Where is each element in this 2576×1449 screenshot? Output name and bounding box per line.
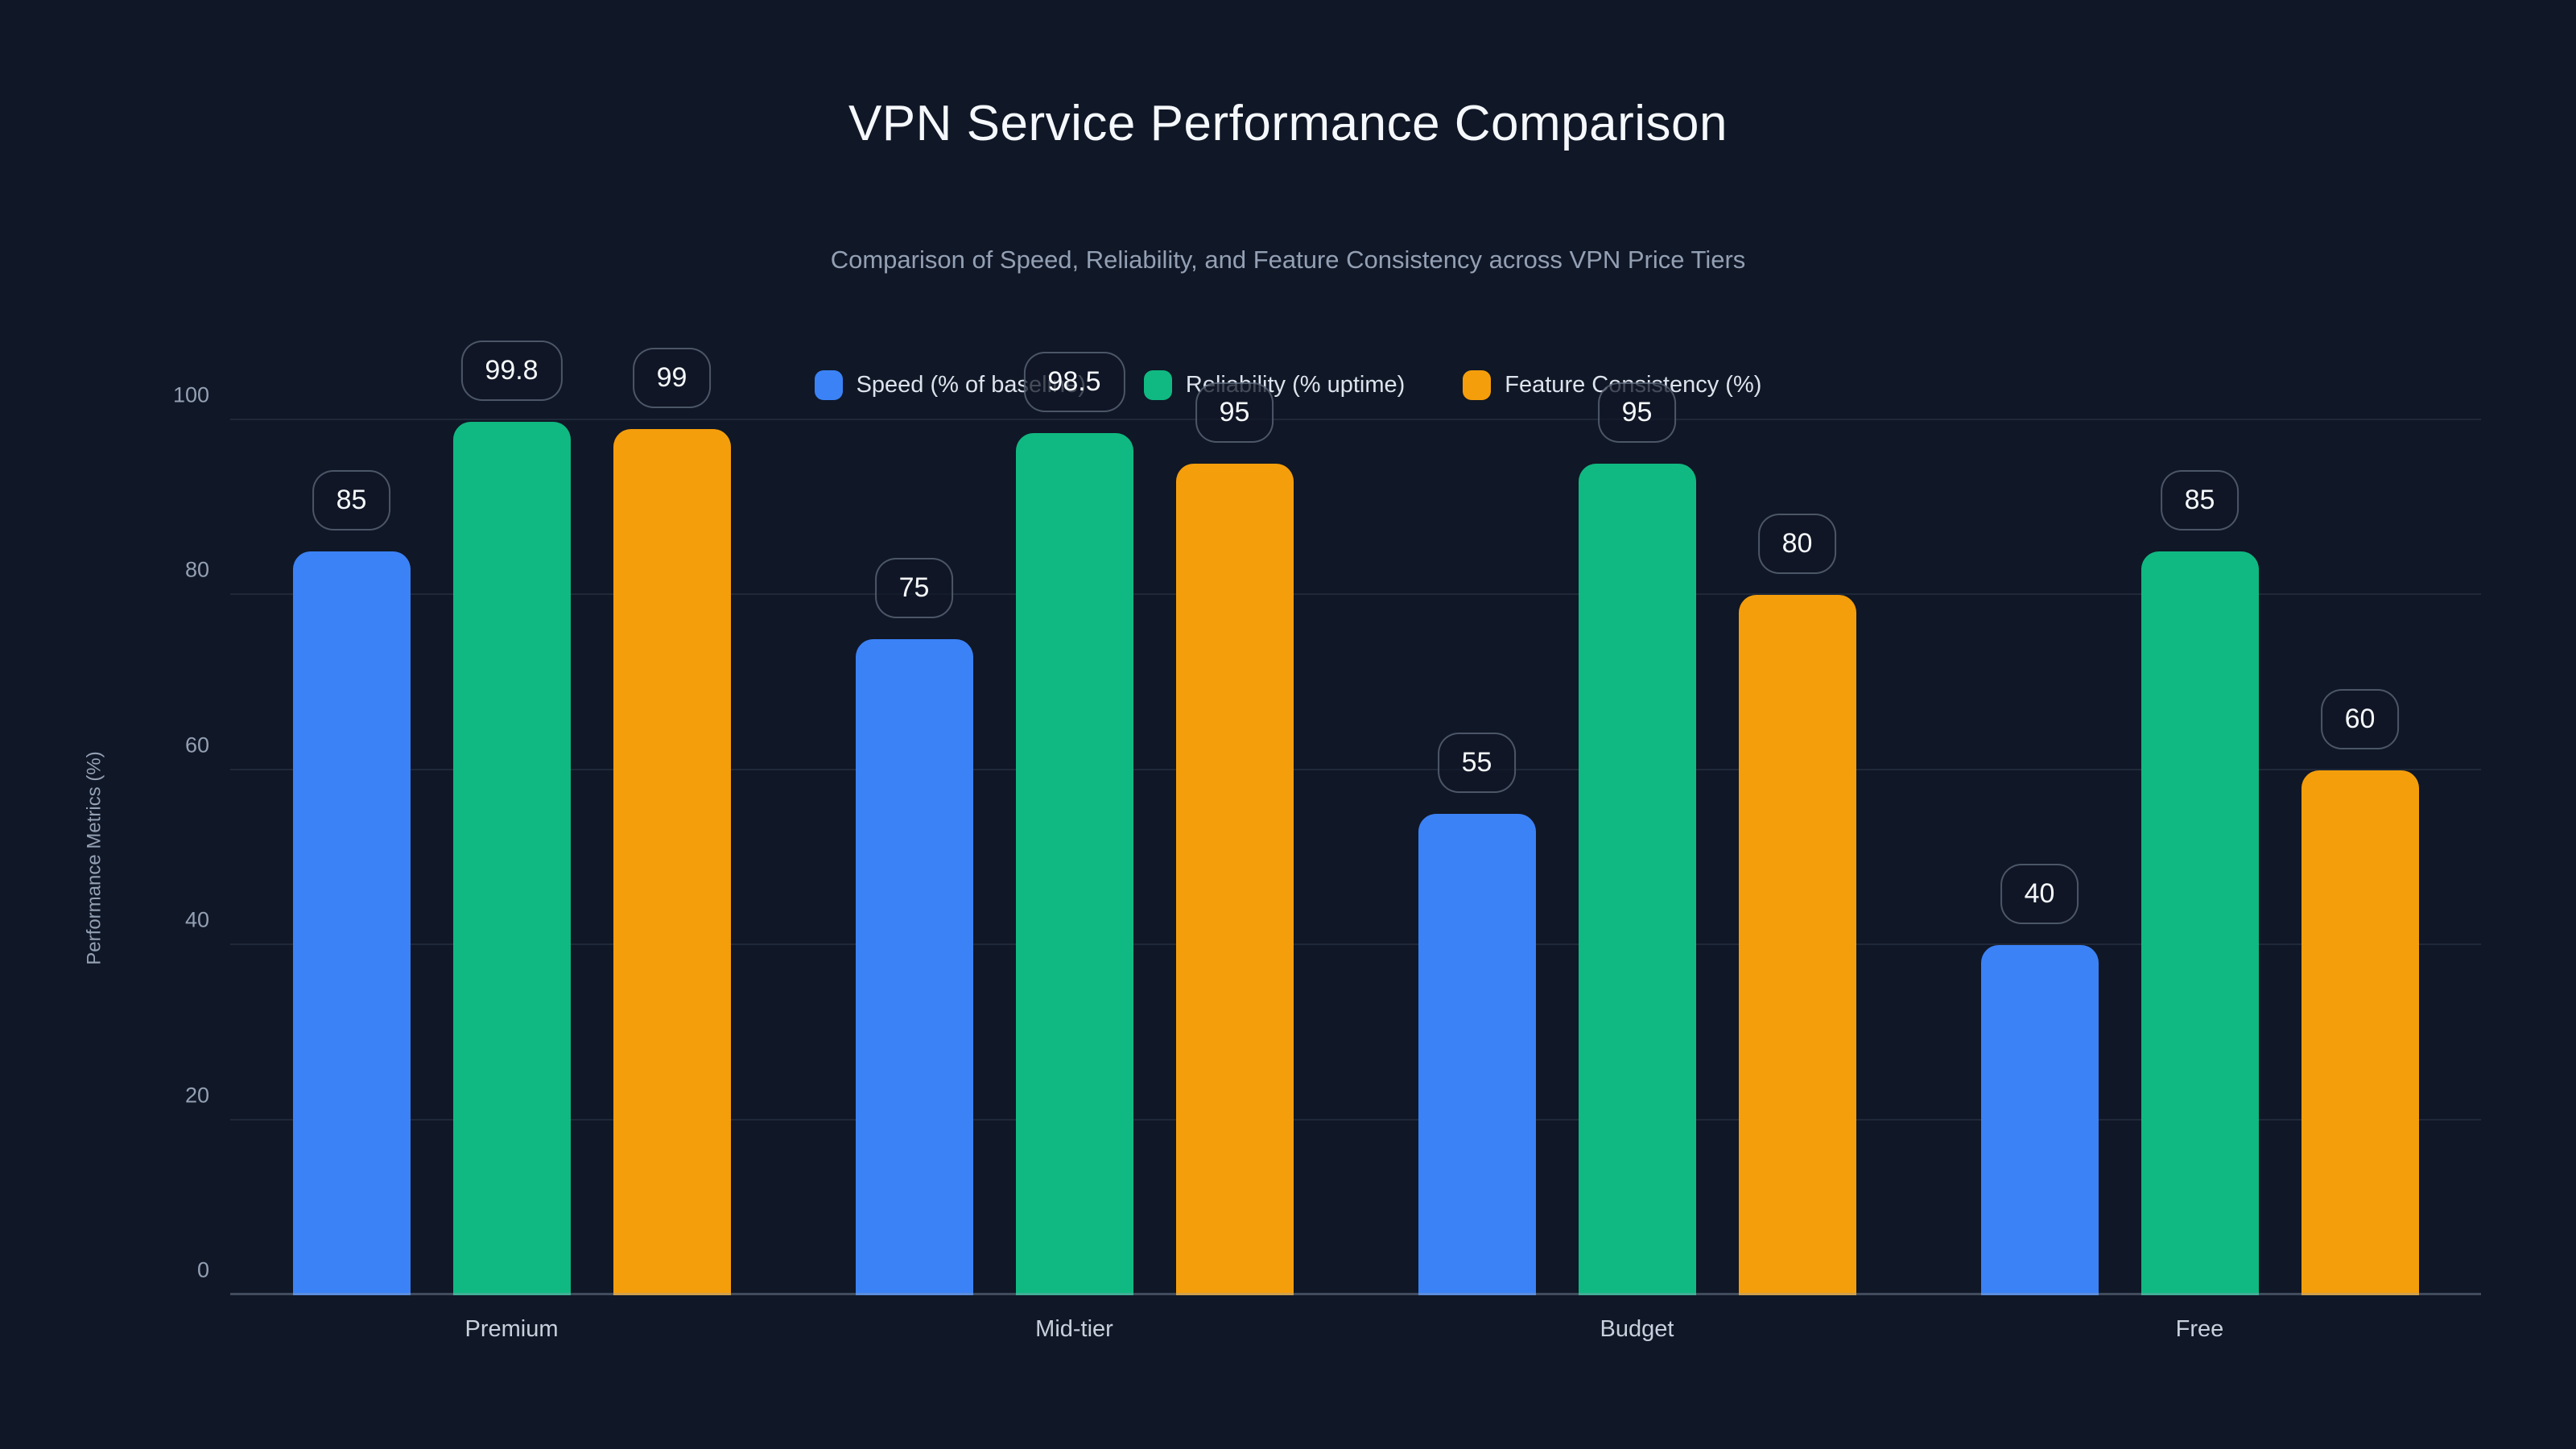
value-label-mid-tier-feature-consistency: 95 — [1195, 382, 1274, 444]
bar-group-premium: 85 99.8 99 — [230, 341, 793, 1295]
y-tick-20: 20 — [184, 1083, 209, 1108]
y-axis-title: Performance Metrics (%) — [47, 420, 143, 1295]
gridline-40 — [230, 943, 2481, 946]
bar-budget-feature-consistency: 80 — [1738, 514, 1856, 1295]
bars-row: 85 99.8 99 75 98.5 95 55 — [230, 341, 2481, 1295]
y-tick-100: 100 — [172, 382, 209, 407]
value-label-premium-feature-consistency: 99 — [632, 347, 712, 408]
value-label-free-feature-consistency: 60 — [2320, 688, 2400, 749]
bar-mid-tier-feature-consistency: 95 — [1175, 382, 1294, 1295]
value-label-mid-tier-speed: 75 — [874, 557, 954, 618]
bar-group-mid-tier: 75 98.5 95 — [793, 352, 1356, 1295]
bar-free-feature-consistency: 60 — [2301, 688, 2419, 1295]
bar-budget-reliability: 95 — [1578, 382, 1696, 1295]
gridline-100 — [230, 419, 2481, 420]
bar-group-free: 40 85 60 — [1918, 420, 2481, 1295]
value-label-free-reliability: 85 — [2160, 470, 2240, 531]
bar-budget-speed: 55 — [1418, 733, 1536, 1295]
bar-premium-speed: 85 — [292, 470, 411, 1295]
value-label-budget-reliability: 95 — [1597, 382, 1677, 444]
plot-area: 0 20 40 60 80 100 85 99.8 99 75 98.5 95 — [173, 341, 2481, 1295]
x-label-mid-tier: Mid-tier — [1035, 1316, 1113, 1342]
bar-premium-reliability: 99.8 — [452, 341, 571, 1295]
x-label-premium: Premium — [464, 1316, 559, 1342]
bar-free-reliability: 85 — [2140, 470, 2259, 1295]
value-label-free-speed: 40 — [2000, 864, 2079, 925]
x-axis-labels: Premium Mid-tier Budget Free — [230, 1316, 2481, 1343]
value-label-budget-feature-consistency: 80 — [1757, 514, 1837, 575]
x-label-budget: Budget — [1600, 1316, 1674, 1342]
feature-consistency-swatch-icon — [1463, 370, 1492, 400]
gridline-20 — [230, 1118, 2481, 1121]
reliability-swatch-icon — [1143, 370, 1172, 400]
bar-mid-tier-reliability: 98.5 — [1015, 352, 1133, 1295]
value-label-budget-speed: 55 — [1437, 733, 1517, 794]
gridline-60 — [230, 768, 2481, 770]
x-axis-baseline — [230, 1293, 2481, 1295]
bar-free-speed: 40 — [1980, 864, 2099, 1295]
x-label-free: Free — [2175, 1316, 2224, 1342]
legend-item-reliability: Reliability (% uptime) — [1143, 370, 1405, 400]
legend: Speed (% of baseline) Reliability (% upt… — [0, 370, 2576, 400]
value-label-mid-tier-reliability: 98.5 — [1023, 352, 1125, 413]
gridline-80 — [230, 593, 2481, 596]
y-tick-60: 60 — [184, 733, 209, 758]
speed-swatch-icon — [814, 370, 843, 400]
chart-title: VPN Service Performance Comparison — [848, 96, 1728, 151]
value-label-premium-speed: 85 — [312, 470, 391, 531]
bar-premium-feature-consistency: 99 — [613, 347, 731, 1295]
bar-mid-tier-speed: 75 — [855, 557, 973, 1295]
y-tick-80: 80 — [184, 557, 209, 582]
bar-group-budget: 55 95 80 — [1356, 382, 1918, 1295]
value-label-premium-reliability: 99.8 — [460, 341, 563, 402]
y-tick-40: 40 — [184, 907, 209, 932]
chart-subtitle: Comparison of Speed, Reliability, and Fe… — [830, 246, 1746, 274]
y-axis-title-text: Performance Metrics (%) — [84, 750, 106, 965]
y-tick-0: 0 — [196, 1257, 209, 1282]
